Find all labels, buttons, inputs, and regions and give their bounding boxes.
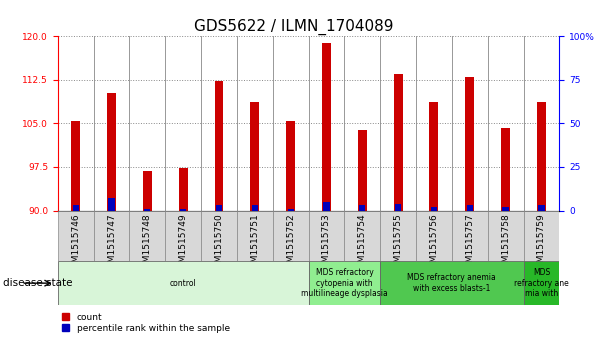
Bar (288, 209, 294, 211)
Bar (393, 74, 402, 211)
FancyBboxPatch shape (380, 211, 416, 261)
Text: GSM1515747: GSM1515747 (107, 213, 116, 274)
Text: GSM1515755: GSM1515755 (393, 213, 402, 274)
Bar (180, 209, 186, 211)
FancyBboxPatch shape (523, 261, 559, 305)
Bar (465, 77, 474, 211)
Text: GSM1515759: GSM1515759 (537, 213, 546, 274)
Bar (252, 205, 258, 211)
Bar (502, 207, 509, 211)
FancyBboxPatch shape (273, 211, 308, 261)
Bar (250, 102, 259, 211)
Bar (107, 93, 116, 211)
Text: GSM1515752: GSM1515752 (286, 213, 295, 274)
Bar (286, 121, 295, 211)
Title: GDS5622 / ILMN_1704089: GDS5622 / ILMN_1704089 (194, 19, 393, 35)
Text: MDS refractory
cytopenia with
multilineage dysplasia: MDS refractory cytopenia with multilinea… (301, 268, 388, 298)
Text: GSM1515750: GSM1515750 (215, 213, 224, 274)
Bar (144, 209, 150, 211)
Text: MDS refractory anemia
with excess blasts-1: MDS refractory anemia with excess blasts… (407, 273, 496, 293)
Bar (501, 128, 510, 211)
FancyBboxPatch shape (165, 211, 201, 261)
Text: GSM1515751: GSM1515751 (250, 213, 260, 274)
Text: GSM1515748: GSM1515748 (143, 213, 152, 274)
Bar (431, 207, 437, 211)
Bar (72, 205, 79, 211)
FancyBboxPatch shape (380, 261, 523, 305)
Bar (108, 198, 115, 211)
FancyBboxPatch shape (344, 211, 380, 261)
Text: GSM1515754: GSM1515754 (358, 213, 367, 274)
FancyBboxPatch shape (416, 211, 452, 261)
FancyBboxPatch shape (308, 211, 344, 261)
Legend: count, percentile rank within the sample: count, percentile rank within the sample (62, 313, 230, 333)
Bar (395, 204, 401, 211)
FancyBboxPatch shape (94, 211, 130, 261)
Text: GSM1515756: GSM1515756 (429, 213, 438, 274)
Bar (323, 202, 330, 211)
Text: disease state: disease state (3, 278, 72, 288)
Bar (358, 130, 367, 211)
FancyBboxPatch shape (523, 211, 559, 261)
Text: GSM1515749: GSM1515749 (179, 213, 188, 274)
Text: GSM1515753: GSM1515753 (322, 213, 331, 274)
Bar (359, 205, 365, 211)
Bar (538, 205, 545, 211)
FancyBboxPatch shape (130, 211, 165, 261)
Text: control: control (170, 279, 196, 287)
FancyBboxPatch shape (201, 211, 237, 261)
Bar (216, 205, 222, 211)
Bar (179, 168, 188, 211)
FancyBboxPatch shape (488, 211, 523, 261)
FancyBboxPatch shape (58, 211, 94, 261)
Bar (215, 81, 224, 211)
Text: MDS
refractory ane
mia with: MDS refractory ane mia with (514, 268, 569, 298)
Bar (71, 121, 80, 211)
FancyBboxPatch shape (308, 261, 380, 305)
Bar (467, 205, 473, 211)
Bar (537, 102, 546, 211)
Text: GSM1515758: GSM1515758 (501, 213, 510, 274)
Text: GSM1515757: GSM1515757 (465, 213, 474, 274)
FancyBboxPatch shape (237, 211, 273, 261)
FancyBboxPatch shape (58, 261, 308, 305)
Bar (429, 102, 438, 211)
Text: GSM1515746: GSM1515746 (71, 213, 80, 274)
Bar (322, 43, 331, 211)
FancyBboxPatch shape (452, 211, 488, 261)
Bar (143, 171, 152, 211)
